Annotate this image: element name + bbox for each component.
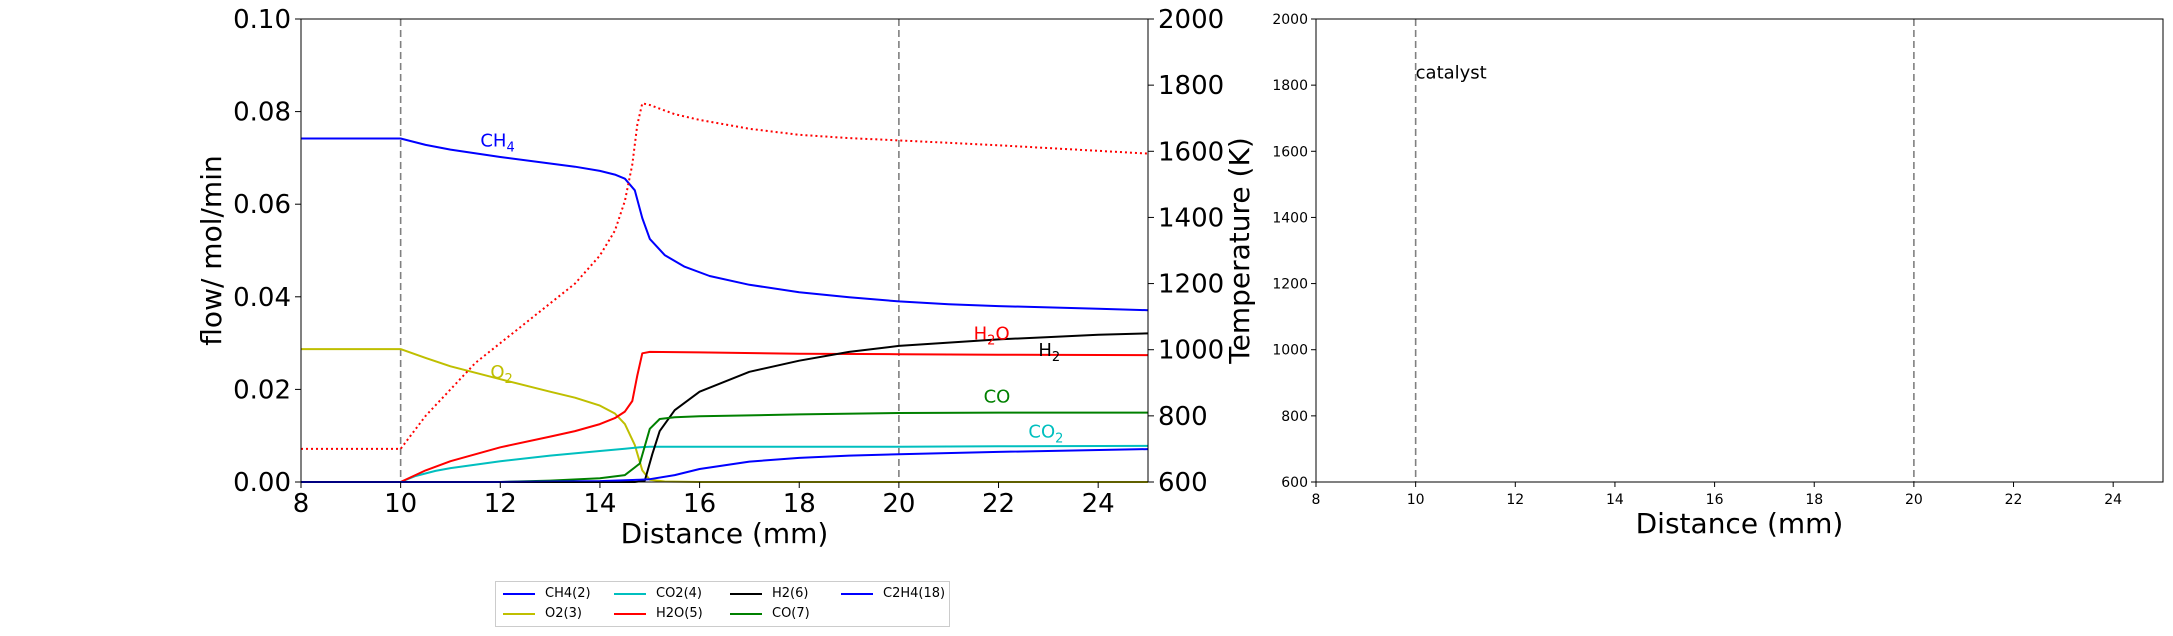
legend-swatch [841, 592, 873, 595]
y-right-tick-label: 600 [1158, 468, 1208, 498]
left-plot: 8 10 12 14 16 18 20 22 240.000.020.040.060.080.1… [195, 5, 1256, 550]
series-c2h418 [301, 448, 1149, 483]
series-ch42 [301, 137, 1149, 312]
legend: CH4(2) O2(3) CO2(4) H2O(5) H2(6) CO(7) C2H4(18… [495, 581, 950, 627]
legend-label: CO(7) [772, 606, 810, 621]
y-tick-label: 1000 [1272, 343, 1308, 359]
x-tick-label: 16 [683, 489, 716, 519]
legend-item-co2: CO2(4) [614, 586, 702, 601]
annotation-co2: CO2 [1028, 422, 1063, 447]
legend-item-h2o: H2O(5) [614, 606, 703, 621]
legend-label: O2(3) [545, 606, 582, 621]
annotation-base: O [490, 362, 504, 383]
legend-label: CH4(2) [545, 586, 591, 601]
y-right-tick-label: 1200 [1158, 270, 1224, 300]
annotation-tail: O [995, 323, 1009, 344]
x-tick-label: 18 [1805, 492, 1823, 508]
legend-swatch [730, 592, 762, 595]
legend-item-ch4: CH4(2) [503, 586, 591, 601]
y-right-tick-label: 800 [1158, 402, 1208, 432]
y-tick-label: 2000 [1272, 12, 1308, 28]
y-tick-label: 1400 [1272, 210, 1308, 226]
annotation-h2o: H2O [974, 323, 1010, 348]
x-tick-label: 24 [1082, 489, 1115, 519]
y-tick-label: 0.04 [233, 283, 291, 313]
y-tick-label: 1600 [1272, 144, 1308, 160]
annotation-o2: O2 [490, 362, 512, 387]
legend-swatch [730, 612, 762, 615]
legend-swatch [503, 592, 535, 595]
series-h2o5 [301, 350, 1149, 483]
legend-label: H2(6) [772, 586, 809, 601]
x-tick-label: 10 [384, 489, 417, 519]
plot-frame [1315, 18, 2164, 483]
annotation-subscript: 2 [505, 372, 513, 387]
legend-label: CO2(4) [656, 586, 702, 601]
y-tick-label: 0.00 [233, 468, 291, 498]
x-tick-label: 12 [1506, 492, 1524, 508]
x-tick-label: 14 [583, 489, 616, 519]
y-tick-label: 0.08 [233, 98, 291, 128]
y-tick-label: 1200 [1272, 277, 1308, 293]
y-right-axis-label: Temperature (K) [1223, 137, 1256, 364]
annotation-subscript: 2 [1055, 432, 1063, 447]
x-tick-label: 8 [293, 489, 310, 519]
y-tick-label: 600 [1281, 475, 1308, 491]
x-axis-label: Distance (mm) [621, 517, 829, 550]
x-tick-label: 22 [982, 489, 1015, 519]
legend-swatch [614, 592, 646, 595]
x-tick-label: 24 [2104, 492, 2122, 508]
annotation-subscript: 4 [506, 140, 514, 155]
series-temperature [301, 102, 1149, 450]
legend-swatch [614, 612, 646, 615]
annotation-base: CO [984, 386, 1011, 407]
annotation-base: CH [480, 130, 506, 151]
legend-item-h2: H2(6) [730, 586, 808, 601]
y-right-tick-label: 1600 [1158, 137, 1224, 167]
legend-item-co: CO(7) [730, 606, 810, 621]
x-tick-label: 12 [484, 489, 517, 519]
annotation-base: CO [1028, 422, 1055, 443]
x-tick-label: 16 [1706, 492, 1724, 508]
annotation-subscript: 2 [987, 333, 995, 348]
legend-label: C2H4(18) [883, 586, 946, 601]
y-tick-label: 800 [1281, 409, 1308, 425]
legend-item-o2: O2(3) [503, 606, 582, 621]
annotation-base: H [1038, 340, 1052, 361]
legend-item-c2h4: C2H4(18) [841, 586, 945, 601]
annotation-co: CO [984, 386, 1011, 407]
y-tick-label: 0.06 [233, 190, 291, 220]
y-right-tick-label: 1000 [1158, 336, 1224, 366]
annotation-subscript: 2 [1052, 350, 1060, 365]
annotation-ch4: CH4 [480, 130, 514, 155]
y-tick-label: 1800 [1272, 78, 1308, 94]
annotation-h2: H2 [1038, 340, 1060, 365]
y-tick-label: 0.10 [233, 5, 291, 35]
x-tick-label: 20 [1905, 492, 1923, 508]
legend-label: H2O(5) [656, 606, 703, 621]
x-tick-label: 18 [783, 489, 816, 519]
y-axis-label: flow/ mol/min [195, 155, 228, 345]
catalyst-label: catalyst [1416, 63, 1487, 84]
x-axis-label: Distance (mm) [1636, 507, 1844, 540]
plot-frame [300, 18, 1149, 483]
series-co24 [301, 444, 1149, 483]
y-right-tick-label: 1800 [1158, 71, 1224, 101]
y-tick-label: 0.02 [233, 375, 291, 405]
annotation-base: H [974, 323, 988, 344]
x-tick-label: 8 [1312, 492, 1321, 508]
x-tick-label: 20 [882, 489, 915, 519]
legend-swatch [503, 612, 535, 615]
right-plot: 8 10 12 14 16 18 20 22 24 600 800 1000 1200 1400 1600 1… [1272, 12, 2164, 540]
x-tick-label: 22 [2005, 492, 2023, 508]
x-tick-label: 14 [1606, 492, 1624, 508]
y-right-tick-label: 1400 [1158, 203, 1224, 233]
y-right-tick-label: 2000 [1158, 5, 1224, 35]
x-tick-label: 10 [1407, 492, 1425, 508]
